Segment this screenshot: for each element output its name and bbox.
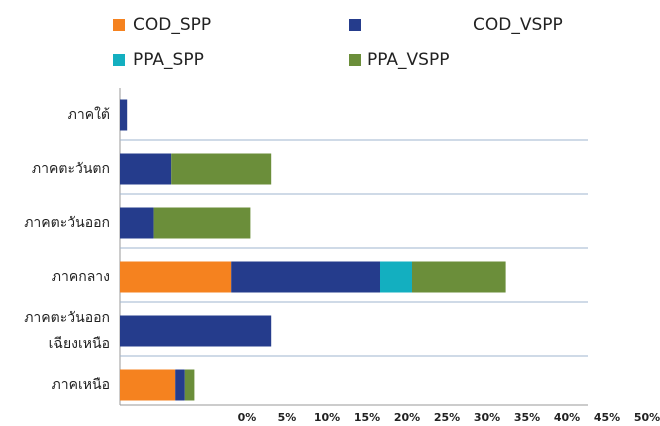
category-label: ภาคตะวันออก เฉียงเหนือ xyxy=(24,310,110,352)
bar-segment xyxy=(231,261,380,293)
bar-segment xyxy=(380,261,412,293)
bar-segment xyxy=(120,99,128,131)
x-tick-label: 50% xyxy=(634,411,660,424)
x-tick-label: 40% xyxy=(554,411,580,424)
bar-segment xyxy=(171,153,272,185)
legend-swatch xyxy=(349,54,361,66)
category-label: ภาคตะวันตก xyxy=(31,161,110,177)
bar-segment xyxy=(120,153,172,185)
x-tick-label: 10% xyxy=(314,411,340,424)
legend-label: COD_SPP xyxy=(133,15,211,35)
category-label: ภาคเหนือ xyxy=(51,377,110,393)
x-tick-label: 20% xyxy=(394,411,420,424)
bar-segment xyxy=(184,369,195,401)
x-tick-label: 15% xyxy=(354,411,380,424)
x-tick-label: 30% xyxy=(474,411,500,424)
x-tick-label: 25% xyxy=(434,411,460,424)
category-label: ภาคใต้ xyxy=(67,107,110,123)
x-tick-label: 5% xyxy=(278,411,297,424)
legend-label: PPA_VSPP xyxy=(367,50,449,70)
bar-segment xyxy=(120,261,232,293)
legend-swatch xyxy=(349,19,361,31)
bar-segment xyxy=(120,207,154,239)
bar-segment xyxy=(412,261,506,293)
legend-label: PPA_SPP xyxy=(133,50,204,70)
bar-segment xyxy=(120,369,176,401)
bar-segment xyxy=(153,207,251,239)
legend-swatch xyxy=(113,19,125,31)
legend-label: COD_VSPP xyxy=(473,15,563,35)
x-tick-label: 45% xyxy=(594,411,620,424)
category-label: ภาคกลาง xyxy=(51,269,110,285)
category-label: ภาคตะวันออก xyxy=(24,215,110,231)
x-tick-label: 0% xyxy=(238,411,257,424)
bar-segment xyxy=(175,369,185,401)
bar-segment xyxy=(120,315,272,347)
x-tick-label: 35% xyxy=(514,411,540,424)
legend-swatch xyxy=(113,54,125,66)
